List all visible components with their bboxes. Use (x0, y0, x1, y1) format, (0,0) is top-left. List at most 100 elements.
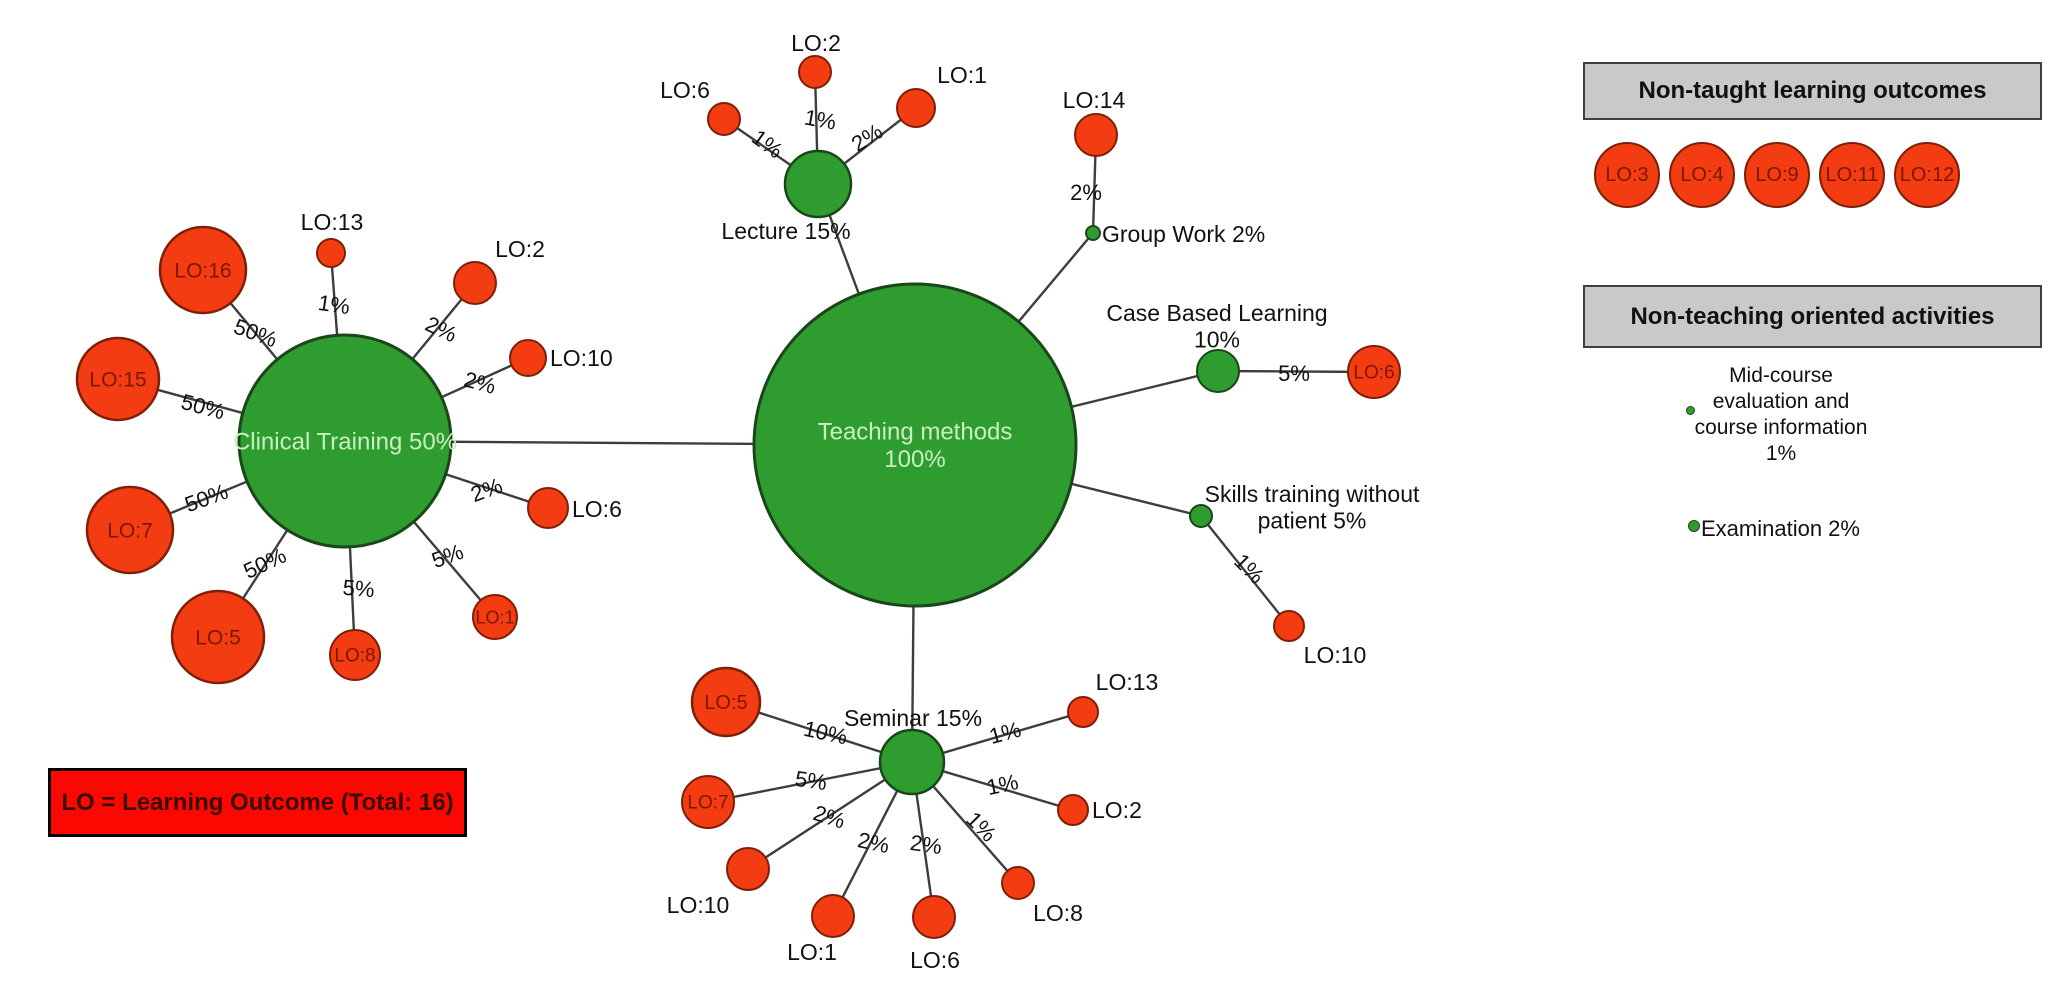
node-lo6-clinical (527, 487, 569, 529)
legend-non-taught-items: LO:3 LO:4 LO:9 LO:11 LO:12 (1594, 142, 1960, 208)
edge-label-seminar-lo5-seminar: 10% (801, 716, 849, 750)
node-lo8-seminar (1001, 866, 1035, 900)
node-lo7-seminar (681, 775, 735, 829)
edge-label-clinical-training-lo16-clinical: 50% (231, 314, 281, 353)
legend-outcome-label: LO:3 (1605, 163, 1649, 186)
node-label-lo1-lecture: LO:1 (937, 62, 987, 88)
node-lo6-lecture (707, 102, 741, 136)
node-label-lo7-seminar: LO:7 (687, 793, 728, 814)
node-lo2-lecture (798, 55, 832, 89)
edge-label-clinical-training-lo5-clinical: 50% (240, 543, 290, 584)
node-lo10-skills (1273, 610, 1305, 642)
node-lo1-clinical (472, 594, 518, 640)
edge-label-seminar-lo1-seminar: 2% (855, 827, 891, 858)
node-label-lo7-clinical: LO:7 (107, 519, 153, 542)
node-teaching-methods (752, 282, 1078, 608)
node-lo1-seminar (811, 894, 855, 938)
node-label-lo1-seminar: LO:1 (787, 939, 837, 965)
node-lo15-clinical (75, 336, 161, 422)
node-label-teaching-methods: 100% (884, 446, 945, 473)
node-label-lo6-case-based: LO:6 (1353, 363, 1394, 384)
node-lo13-seminar (1067, 696, 1099, 728)
node-label-lo10-clinical: LO:10 (550, 345, 613, 371)
node-clinical-training (237, 333, 453, 549)
node-label-lo5-seminar: LO:5 (704, 692, 747, 714)
edge-label-seminar-lo7-seminar: 5% (794, 766, 829, 795)
node-label-seminar: Seminar 15% (844, 705, 982, 731)
mid-course-line: 1% (1765, 442, 1797, 465)
examination-label: Examination 2% (1701, 516, 1860, 541)
mid-course-label: Mid-course evaluation and course informa… (1664, 363, 1898, 467)
edge-label-clinical-training-lo7-clinical: 50% (181, 479, 231, 518)
node-lo5-seminar (690, 666, 762, 738)
node-label-lo8-clinical: LO:8 (334, 646, 375, 667)
node-label-lo2-clinical: LO:2 (495, 236, 545, 262)
node-label-lo8-seminar: LO:8 (1033, 900, 1083, 926)
node-lo6-seminar (912, 895, 956, 939)
edge-label-clinical-training-lo10-clinical: 2% (461, 367, 498, 399)
edge-label-group-work-lo14-group-work: 2% (1070, 180, 1102, 205)
node-label-group-work: Group Work 2% (1102, 221, 1265, 247)
node-lo14-group-work (1074, 113, 1118, 157)
mid-course-line: course information (1694, 416, 1868, 439)
node-label-lo2-lecture: LO:2 (791, 30, 841, 56)
legend-outcome-label: LO:11 (1825, 163, 1879, 186)
mid-course-line: Mid-course (1729, 364, 1833, 387)
edge-label-lecture-lo2-lecture: 1% (802, 105, 838, 135)
node-skills-training (1189, 504, 1213, 528)
node-lo1-lecture (896, 88, 936, 128)
node-label-case-based-learning: 10% (1194, 326, 1240, 352)
edge-label-seminar-lo13-seminar: 1% (986, 717, 1023, 749)
node-label-case-based-learning: Case Based Learning (1106, 300, 1327, 326)
legend-outcome-circle: LO:12 (1894, 142, 1960, 208)
node-label-lo6-lecture: LO:6 (660, 77, 710, 103)
legend-outcome-label: LO:12 (1899, 163, 1955, 186)
node-lecture (783, 149, 853, 219)
node-label-lo5-clinical: LO:5 (195, 626, 241, 649)
edge-label-clinical-training-lo15-clinical: 50% (178, 389, 227, 425)
edge-label-seminar-lo8-seminar: 1% (961, 807, 1001, 847)
node-lo10-clinical (509, 339, 547, 377)
node-group-work (1085, 225, 1101, 241)
legend-outcome-circle: LO:9 (1744, 142, 1810, 208)
edge-label-clinical-training-lo13-clinical: 1% (317, 290, 352, 319)
edge-skills-training-lo10-skills (1200, 515, 1290, 627)
edge-label-skills-training-lo10-skills: 1% (1229, 549, 1269, 589)
node-label-lecture: Lecture 15% (721, 218, 850, 244)
node-label-skills-training: patient 5% (1258, 507, 1367, 533)
legend-non-teaching-title: Non-teaching oriented activities (1630, 302, 1995, 330)
edge-label-case-based-learning-lo6-case-based: 5% (1278, 361, 1310, 386)
edge-label-lecture-lo1-lecture: 2% (847, 119, 887, 157)
edge-seminar-lo7-seminar (707, 760, 913, 804)
node-lo5-clinical (170, 589, 266, 685)
node-case-based-learning (1196, 349, 1240, 393)
edge-label-seminar-lo10-seminar: 2% (810, 800, 848, 834)
node-seminar (878, 728, 946, 796)
node-lo8-clinical (329, 629, 381, 681)
node-label-lo10-seminar: LO:10 (667, 892, 730, 918)
node-label-teaching-methods: Teaching methods (818, 419, 1013, 446)
node-lo7-clinical (85, 485, 175, 575)
edge-label-clinical-training-lo8-clinical: 5% (342, 575, 376, 603)
node-lo13-clinical (316, 238, 346, 268)
node-label-lo14-group-work: LO:14 (1063, 87, 1126, 113)
edge-label-clinical-training-lo6-clinical: 2% (467, 473, 505, 507)
edge-label-seminar-lo6-seminar: 2% (909, 830, 944, 859)
mid-course-dot-icon (1686, 406, 1695, 415)
node-label-lo6-clinical: LO:6 (572, 496, 622, 522)
legend-outcome-circle: LO:3 (1594, 142, 1660, 208)
node-lo6-case-based (1347, 345, 1401, 399)
legend-outcome-circle: LO:4 (1669, 142, 1735, 208)
node-label-lo10-skills: LO:10 (1304, 642, 1367, 668)
edge-label-seminar-lo2-seminar: 1% (984, 769, 1020, 800)
legend-outcome-circle: LO:11 (1819, 142, 1885, 208)
legend-non-teaching-header: Non-teaching oriented activities (1583, 285, 2042, 348)
node-lo16-clinical (158, 225, 248, 315)
legend-non-taught-header: Non-taught learning outcomes (1583, 62, 2042, 120)
legend-non-taught-title: Non-taught learning outcomes (1638, 77, 1987, 104)
examination-dot-icon (1688, 520, 1700, 532)
node-label-skills-training: Skills training without (1205, 481, 1420, 507)
node-label-lo16-clinical: LO:16 (174, 259, 231, 282)
